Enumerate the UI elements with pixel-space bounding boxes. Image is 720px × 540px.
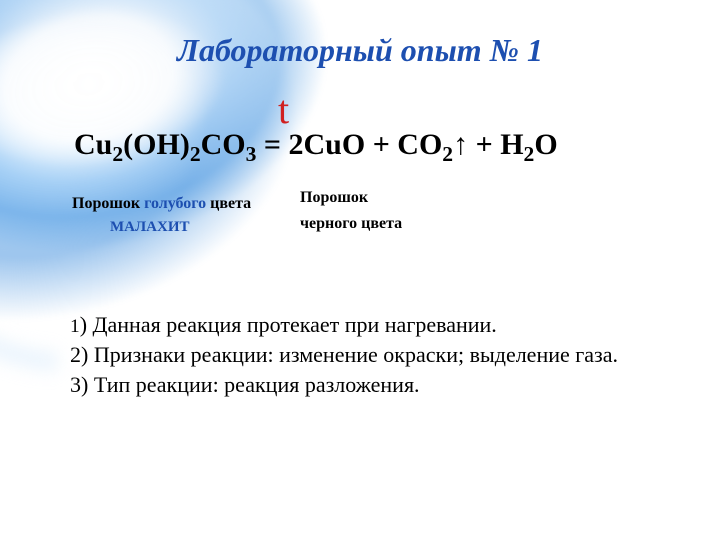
note-3: 3) Тип реакции: реакция разложения. xyxy=(70,370,660,400)
annot-text: Порошок xyxy=(72,195,144,212)
reaction-condition: t xyxy=(278,86,289,133)
annotation-right: Порошок черного цвета xyxy=(300,189,470,233)
eq-lhs-co: CO xyxy=(201,128,246,161)
eq-lhs-oh: (OH) xyxy=(123,128,190,161)
equation-area: t Cu2(OH)2CO3 = 2CuO + CO2↑ + H2O xyxy=(74,128,654,162)
eq-sub: 3 xyxy=(246,142,257,166)
eq-plus-h: + H xyxy=(468,128,523,161)
eq-sub: 2 xyxy=(112,142,123,166)
eq-rhs-1: 2CuO + CO xyxy=(289,128,443,161)
eq-sub: 2 xyxy=(442,142,453,166)
eq-arrow-up: ↑ xyxy=(453,128,468,161)
annotation-right-line1: Порошок xyxy=(300,189,470,207)
note-1-rest: ) Данная реакция протекает при нагревани… xyxy=(80,312,497,337)
annot-text: цвета xyxy=(206,195,251,212)
eq-lhs-cu: Cu xyxy=(74,128,112,161)
eq-sub: 2 xyxy=(524,142,535,166)
chemical-equation: Cu2(OH)2CO3 = 2CuO + CO2↑ + H2O xyxy=(74,128,654,162)
notes-block: 1) Данная реакция протекает при нагреван… xyxy=(70,310,660,400)
eq-sub: 2 xyxy=(190,142,201,166)
annotation-left-line2: МАЛАХИТ xyxy=(110,219,302,236)
annot-accent: голубого xyxy=(144,195,206,212)
eq-rhs-end: O xyxy=(534,128,557,161)
note-2: 2) Признаки реакции: изменение окраски; … xyxy=(70,340,660,370)
annotation-left: Порошок голубого цвета МАЛАХИТ xyxy=(72,195,302,236)
slide-title: Лабораторный опыт № 1 xyxy=(0,32,720,69)
annotation-left-line1: Порошок голубого цвета xyxy=(72,195,302,213)
annotation-right-line2: черного цвета xyxy=(300,215,470,233)
note-1: 1) Данная реакция протекает при нагреван… xyxy=(70,310,660,340)
note-1-num: 1 xyxy=(70,316,80,337)
